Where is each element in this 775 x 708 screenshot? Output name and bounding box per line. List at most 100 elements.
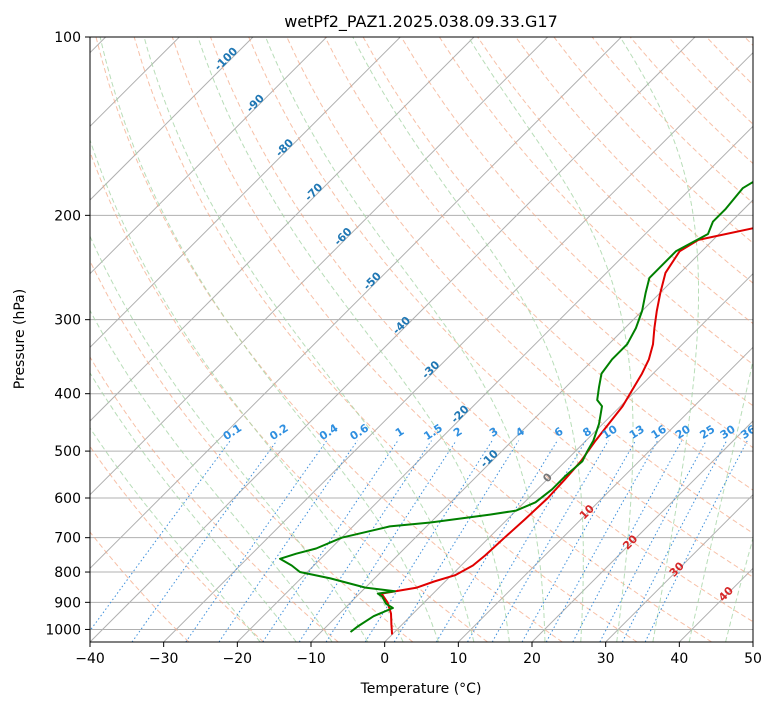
y-axis-label: Pressure (hPa) (12, 289, 28, 389)
mixing-ratio-line (644, 440, 748, 642)
x-tick-label: 20 (523, 651, 541, 667)
mixing-ratio-label: 0.1 (221, 421, 244, 443)
mixing-ratio-label: 1 (393, 425, 407, 440)
moist-adiabat-line (352, 37, 584, 642)
dry-adiabat-line (90, 531, 190, 642)
dry-adiabat-line (133, 37, 638, 642)
moist-adiabat-line (90, 371, 297, 642)
dry-adiabat-line (591, 37, 753, 204)
dry-adiabat-line (706, 37, 753, 86)
moist-adiabat-line (265, 37, 546, 642)
dry-adiabat-line (210, 37, 753, 623)
mixing-ratio-label: 10 (600, 422, 620, 441)
mixing-ratio-label: 16 (649, 422, 669, 441)
plot-frame (89, 36, 754, 643)
mixing-ratio-line (572, 440, 683, 642)
mixing-ratio-label: 2 (451, 425, 465, 440)
mixing-ratio-line (491, 440, 609, 642)
mixing-ratio-line (218, 440, 358, 642)
dry-adiabat-line (362, 37, 753, 449)
grid-layer (90, 37, 753, 642)
moist-adiabat-line (143, 37, 475, 642)
moist-adiabat-label: -30 (419, 358, 442, 381)
x-tick-label: −20 (223, 651, 253, 667)
dry-adiabat-line (90, 445, 264, 642)
moist-adiabat-label: -80 (273, 136, 296, 159)
isotherm-line (90, 37, 328, 275)
moist-adiabat-label: -60 (331, 225, 354, 248)
isotherm-line (605, 493, 753, 642)
isotherm-line (531, 420, 753, 642)
mixing-ratio-line (364, 440, 493, 642)
chart-title: wetPf2_PAZ1.2025.038.09.33.G17 (284, 12, 558, 32)
x-tick-label: 10 (449, 651, 467, 667)
dry-adiabat-line (324, 37, 753, 491)
x-tick-label: 50 (744, 651, 762, 667)
y-tick-label: 700 (54, 531, 81, 547)
moist-adiabat-line (467, 37, 634, 642)
dry-adiabat-label: 0 (540, 470, 555, 485)
dry-adiabat-line (171, 37, 712, 642)
isotherm-line (90, 37, 254, 201)
mixing-ratio-line (90, 440, 231, 632)
x-tick-label: 40 (670, 651, 688, 667)
x-tick-label: −30 (149, 651, 179, 667)
moist-adiabat-line (688, 358, 753, 642)
moist-adiabat-label: -100 (212, 44, 241, 73)
dry-adiabat-line (95, 37, 563, 642)
isotherm-line (457, 346, 753, 642)
y-tick-label: 300 (54, 313, 81, 329)
mixing-ratio-line (325, 440, 457, 642)
isotherm-line (236, 125, 753, 642)
mixing-ratio-line (545, 440, 659, 642)
moist-adiabat-label: -20 (448, 402, 471, 425)
moist-adiabat-label: -50 (361, 269, 384, 292)
isotherm-line (90, 37, 549, 496)
mixing-ratio-line (393, 440, 520, 642)
mixing-ratio-line (131, 440, 278, 642)
moist-adiabat-line (90, 309, 333, 642)
moist-adiabat-line (99, 37, 439, 642)
dry-adiabat-line (438, 37, 753, 366)
x-tick-label: −10 (296, 651, 326, 667)
y-tick-label: 1000 (45, 622, 81, 638)
mixing-ratio-label: 3 (487, 425, 501, 440)
profile-layer (279, 180, 753, 635)
mixing-ratio-line (185, 440, 328, 642)
mixing-ratio-label: 0.6 (348, 421, 372, 443)
moist-adiabat-line (725, 536, 753, 642)
x-axis-label: Temperature (°C) (360, 681, 482, 697)
moist-adiabat-line (619, 37, 699, 642)
y-tick-label: 600 (54, 491, 81, 507)
isotherm-line (90, 37, 622, 570)
moist-adiabat-label: -40 (390, 314, 413, 337)
dry-adiabat-line (668, 37, 753, 125)
dry-adiabat-label: 10 (577, 502, 597, 522)
mixing-ratio-line (298, 440, 432, 642)
mixing-ratio-label: 13 (627, 423, 647, 442)
dry-adiabat-line (248, 37, 753, 578)
moist-adiabat-line (90, 138, 404, 642)
axis-layer: −40 −30 −20 −10 0 10 20 30 40 5010009008007006005… (45, 30, 762, 667)
dry-adiabat-line (90, 150, 488, 642)
dry-adiabat-line (515, 37, 753, 284)
dry-adiabat-line (400, 37, 753, 407)
isotherm-line (678, 567, 753, 642)
mixing-ratio-label: 20 (673, 422, 693, 441)
mixing-ratio-label: 36 (738, 422, 758, 441)
mixing-ratio-label: 8 (580, 425, 594, 440)
y-tick-label: 100 (54, 30, 81, 46)
y-tick-label: 200 (54, 208, 81, 224)
isotherm-line (163, 51, 753, 642)
dry-adiabat-line (744, 37, 753, 47)
dry-adiabat-line (553, 37, 753, 244)
isotherm-line (384, 272, 753, 642)
moist-adiabat-line (90, 427, 261, 642)
mixing-ratio-line (467, 440, 587, 642)
y-tick-label: 800 (54, 565, 81, 581)
isotherm-line (90, 37, 475, 422)
mixing-ratio-label: 0.2 (267, 421, 290, 443)
x-tick-label: −40 (75, 651, 105, 667)
mixing-ratio-label: 25 (697, 423, 717, 442)
